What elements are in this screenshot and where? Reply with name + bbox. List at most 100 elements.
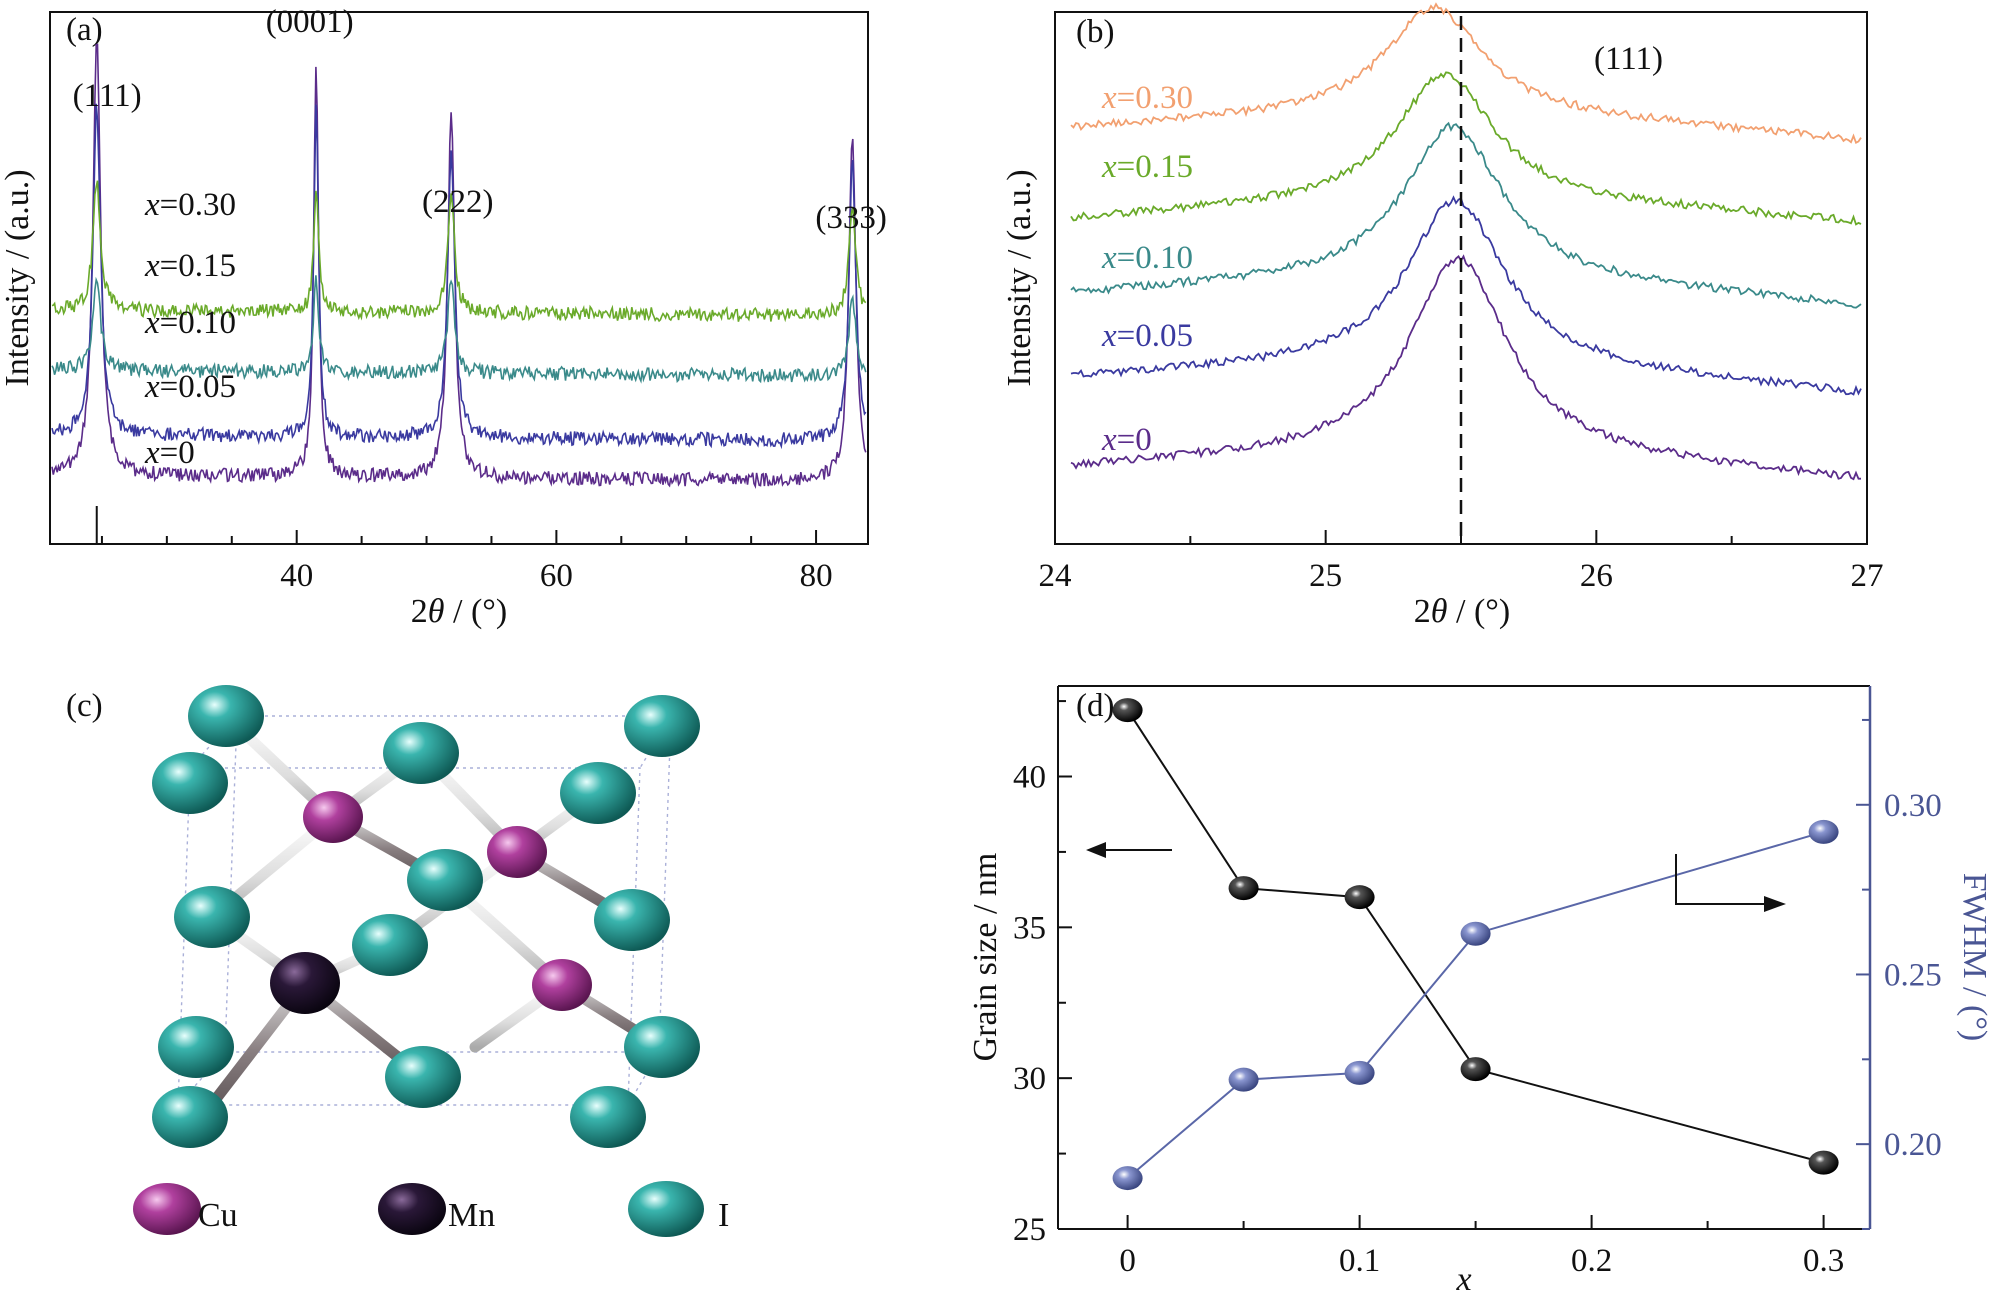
panel-a-tag: (a)	[66, 12, 103, 48]
panel-b-tick-label: 25	[1309, 558, 1342, 594]
panel-d-right-axis-title: FWHM / (°)	[1956, 873, 1993, 1041]
panel-d-left-tick-label: 25	[1013, 1212, 1046, 1248]
panel-a-x-ticks: 40 60 80	[100, 530, 833, 594]
panel-d-x-tick-label: 0	[1119, 1243, 1136, 1279]
panel-b-x-ticks: 24 25 26 27	[1039, 530, 1884, 594]
panel-d-point-grain-size	[1228, 876, 1259, 901]
panel-d-point-grain-size	[1808, 1150, 1839, 1175]
panel-b-traces	[1070, 2, 1862, 481]
panel-a-series-label: x=0.15	[144, 248, 236, 284]
panel-a-trace-0	[51, 43, 867, 490]
atoms	[152, 685, 700, 1148]
panel-a-peak-labels: (111) (0001) (222) (333)	[73, 4, 887, 236]
panel-a-peak-label: (111)	[73, 78, 142, 114]
panel-a-series-labels: x=0 x=0.05 x=0.10 x=0.15 x=0.30	[144, 187, 236, 471]
atom-i	[152, 1086, 228, 1148]
panel-d-right-tick-label: 0.30	[1884, 788, 1942, 824]
crystal-structure	[152, 685, 700, 1148]
atom-mn	[270, 952, 340, 1014]
atom-cu	[303, 791, 363, 843]
panel-d-x-axis-title: x	[1455, 1261, 1471, 1290]
panel-a-series-label: x=0.30	[144, 187, 236, 223]
atom-i	[560, 762, 636, 824]
atom-i	[152, 752, 228, 814]
panel-a-trace-1	[51, 103, 867, 450]
panel-c-legend: Cu Mn I	[133, 1181, 729, 1237]
panel-a-traces	[51, 43, 867, 490]
panel-b: (b) 24 25 26 27 (111) x=0 x=0.05 x=0.10 x=0.15…	[1001, 2, 1884, 630]
panel-d-point-fwhm	[1460, 921, 1491, 946]
right-axis-arrow	[1675, 854, 1786, 912]
panel-a-tick-label: 40	[280, 558, 313, 594]
panel-b-trace-2	[1070, 121, 1862, 309]
panel-b-y-axis-title: Intensity / (a.u.)	[1001, 169, 1038, 386]
atom-cu	[532, 959, 592, 1011]
panel-b-series-label: x=0	[1101, 422, 1152, 458]
legend-mn-swatch	[378, 1183, 446, 1235]
panel-d-x-tick-label: 0.3	[1803, 1243, 1844, 1279]
panel-a-trace-3	[51, 180, 867, 323]
panel-b-series-label: x=0.30	[1101, 80, 1193, 116]
atom-i	[383, 722, 459, 784]
panel-d-point-grain-size	[1460, 1057, 1491, 1082]
panel-d-point-fwhm	[1112, 1166, 1143, 1191]
legend-cu-label: Cu	[198, 1197, 238, 1234]
panel-a-x-axis-title: 2θ / (°)	[411, 593, 507, 630]
atom-i	[158, 1016, 234, 1078]
panel-d-point-grain-size	[1112, 698, 1143, 723]
panel-b-trace-1	[1070, 195, 1862, 396]
panel-d-left-tick-label: 30	[1013, 1061, 1046, 1097]
atom-cu	[487, 826, 547, 878]
legend-i-label: I	[718, 1197, 729, 1234]
panel-b-series-label: x=0.05	[1101, 318, 1193, 354]
atom-i	[188, 685, 264, 747]
panel-d-left-ticks: 25 30 35 40	[1013, 700, 1072, 1248]
panel-d-point-fwhm	[1228, 1067, 1259, 1092]
panel-d-left-tick-label: 35	[1013, 910, 1046, 946]
panel-a-series-label: x=0	[144, 435, 195, 471]
atom-i	[407, 849, 483, 911]
atom-i	[594, 889, 670, 951]
panel-b-tick-label: 24	[1039, 558, 1072, 594]
panel-b-trace-3	[1070, 71, 1862, 226]
atom-i	[624, 1016, 700, 1078]
atom-i	[385, 1046, 461, 1108]
panel-c-tag: (c)	[66, 688, 103, 724]
panel-a-series-label: x=0.05	[144, 369, 236, 405]
panel-d-left-tick-label: 40	[1013, 760, 1046, 796]
panel-b-trace-4	[1070, 2, 1862, 144]
panel-a-peak-label: (222)	[422, 184, 493, 220]
legend-cu-swatch	[133, 1183, 201, 1235]
panel-d-right-tick-label: 0.25	[1884, 957, 1942, 993]
panel-b-peak-annotation: (111)	[1594, 41, 1663, 77]
panel-a-series-label: x=0.10	[144, 305, 236, 341]
panel-d-x-tick-label: 0.2	[1571, 1243, 1612, 1279]
panel-d-tag: (d)	[1076, 688, 1114, 724]
panel-b-tick-label: 26	[1580, 558, 1613, 594]
panel-c: (c)	[66, 685, 729, 1237]
panel-d-points	[1112, 698, 1839, 1191]
panel-d-point-fwhm	[1344, 1060, 1375, 1085]
panel-a-tick-label: 80	[800, 558, 833, 594]
panel-b-x-axis-title: 2θ / (°)	[1414, 593, 1510, 630]
legend-mn-label: Mn	[448, 1197, 495, 1234]
panel-d-x-ticks: 0 0.1 0.2 0.3	[1119, 1215, 1844, 1279]
panel-b-series-label: x=0.15	[1101, 149, 1193, 185]
panel-d-right-ticks: 0.20 0.25 0.30	[1856, 718, 1942, 1230]
left-axis-arrow	[1086, 842, 1172, 858]
panel-b-tick-label: 27	[1851, 558, 1884, 594]
panel-d-x-tick-label: 0.1	[1339, 1243, 1380, 1279]
atom-i	[352, 914, 428, 976]
panel-b-trace-0	[1070, 254, 1861, 481]
panel-a: (a) 40 60 80 (111) (0001) (222) (333) x=0 x=0.…	[0, 4, 887, 630]
legend-i-swatch	[628, 1181, 704, 1237]
panel-a-trace-2	[51, 275, 867, 384]
atom-i	[174, 886, 250, 948]
panel-d-point-fwhm	[1808, 819, 1839, 844]
panel-b-series-label: x=0.10	[1101, 240, 1193, 276]
atom-i	[624, 695, 700, 757]
panel-d: (d) 0 0.1 0.2 0.3 25 30 35 40 0.20 0.25 0.30 x G…	[967, 685, 1993, 1290]
panel-b-series-labels: x=0 x=0.05 x=0.10 x=0.15 x=0.30	[1101, 80, 1193, 458]
panel-d-point-grain-size	[1344, 885, 1375, 910]
